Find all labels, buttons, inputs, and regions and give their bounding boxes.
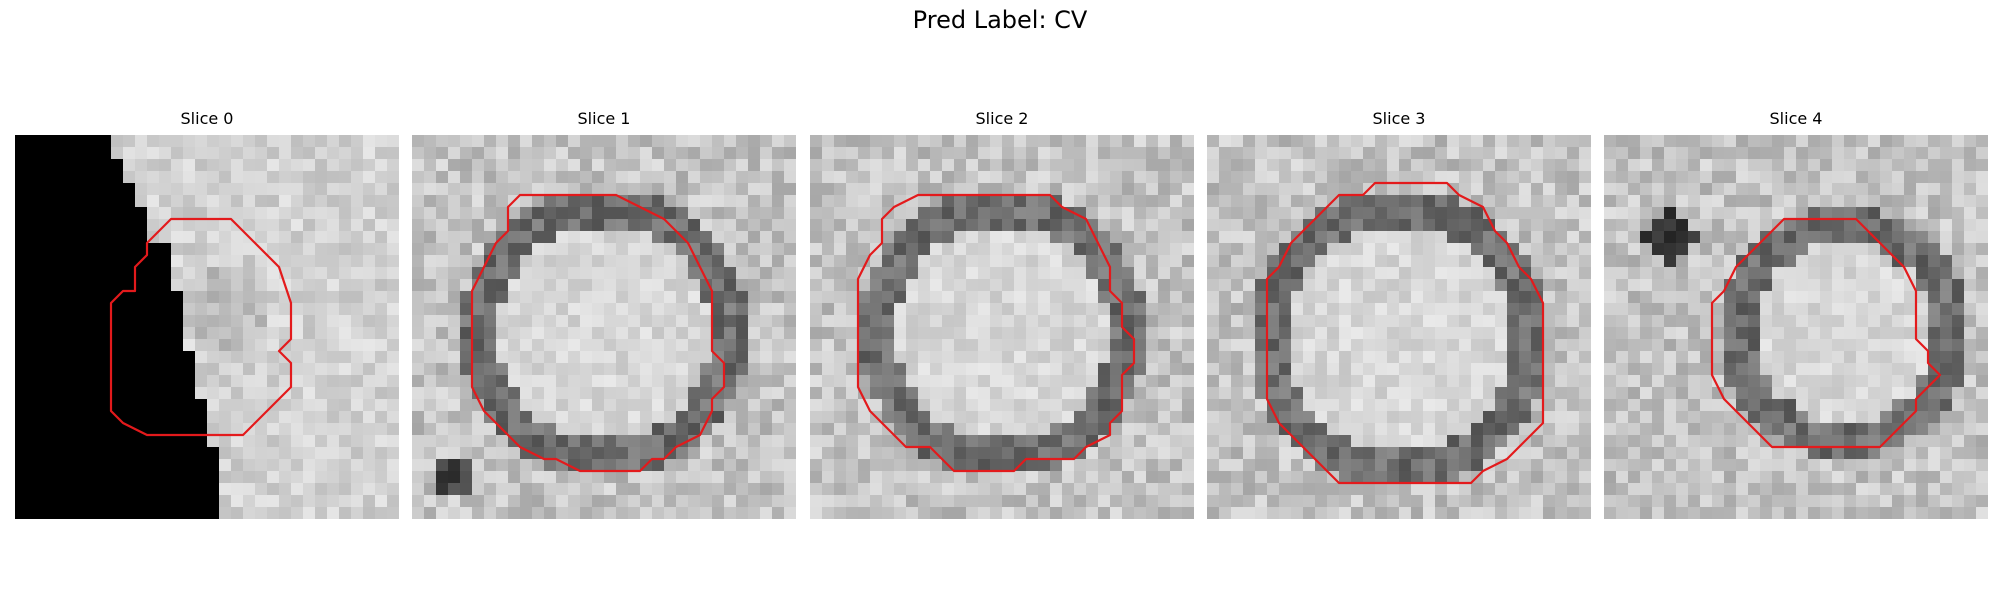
- slice-image-2: [810, 135, 1194, 519]
- slice-title: Slice 4: [1769, 109, 1823, 128]
- slice-panel-3: Slice 3: [1207, 108, 1591, 519]
- slice-title: Slice 2: [975, 109, 1029, 128]
- slice-panel-0: Slice 0: [15, 108, 399, 519]
- segmentation-contour: [1710, 217, 1942, 449]
- slice-panel-4: Slice 4: [1604, 108, 1988, 519]
- slice-panel-2: Slice 2: [810, 108, 1194, 519]
- slice-panel-1: Slice 1: [412, 108, 796, 519]
- slice-image-4: [1604, 135, 1988, 519]
- segmentation-contour: [470, 193, 726, 473]
- slice-image-0: [15, 135, 399, 519]
- pixel-grid: [412, 135, 796, 519]
- slice-title: Slice 3: [1372, 109, 1426, 128]
- pixel-grid: [15, 135, 399, 519]
- segmentation-contour: [856, 193, 1136, 473]
- segmentation-contour: [109, 217, 293, 437]
- pixel-grid: [810, 135, 1194, 519]
- figure-title: Pred Label: CV: [912, 6, 1088, 34]
- segmentation-contour: [1265, 181, 1545, 485]
- slice-image-3: [1207, 135, 1591, 519]
- pixel-grid: [1604, 135, 1988, 519]
- slice-title: Slice 0: [180, 109, 234, 128]
- pixel-grid: [1207, 135, 1591, 519]
- slice-title: Slice 1: [577, 109, 631, 128]
- slice-image-1: [412, 135, 796, 519]
